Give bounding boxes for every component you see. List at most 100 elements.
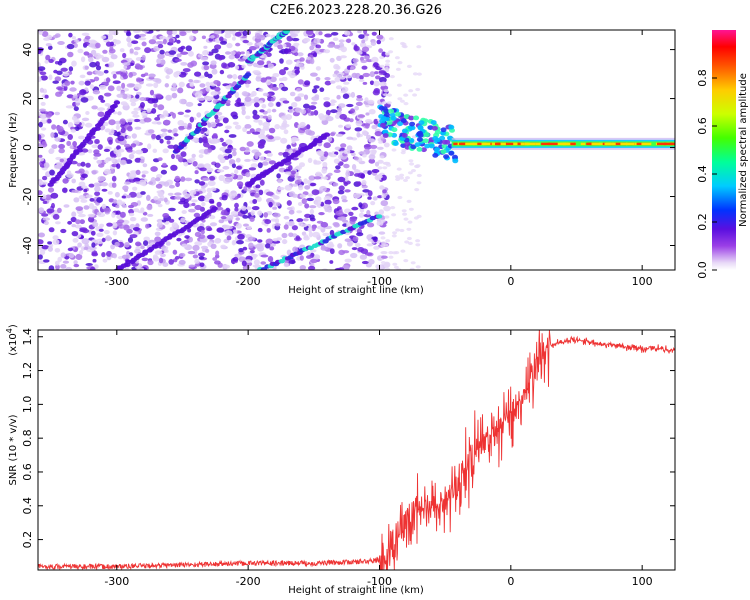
noise-blob <box>129 191 137 198</box>
noise-blob <box>91 242 96 248</box>
noise-blob <box>241 109 246 116</box>
noise-blob <box>360 59 368 64</box>
noise-blob <box>373 245 380 250</box>
noise-blob <box>141 30 150 33</box>
noise-blob <box>157 53 165 60</box>
noise-blob <box>303 218 309 222</box>
noise-blob <box>162 213 170 218</box>
noise-blob <box>83 51 90 56</box>
noise-blob <box>346 65 352 70</box>
noise-blob <box>288 209 295 215</box>
noise-blob <box>60 228 67 234</box>
noise-blob <box>411 169 416 173</box>
noise-blob <box>41 141 47 146</box>
noise-blob <box>104 158 109 164</box>
noise-blob <box>44 94 49 99</box>
noise-blob <box>310 72 318 77</box>
noise-blob <box>88 39 97 45</box>
noise-blob <box>81 185 88 189</box>
noise-blob <box>379 155 385 159</box>
noise-blob <box>38 154 43 158</box>
carrier-core <box>459 142 467 146</box>
noise-blob <box>295 235 301 241</box>
noise-blob <box>153 82 159 89</box>
noise-blob <box>264 158 272 162</box>
noise-blob <box>232 150 237 157</box>
noise-blob <box>80 97 89 103</box>
snr-series <box>38 330 675 570</box>
noise-blob <box>152 148 158 153</box>
noise-blob <box>179 31 187 37</box>
noise-blob <box>72 141 77 147</box>
noise-blob <box>119 48 125 53</box>
noise-blob <box>111 175 117 182</box>
noise-blob <box>207 180 216 186</box>
noise-blob <box>283 215 290 220</box>
noise-blob <box>132 227 140 231</box>
noise-blob <box>152 36 157 40</box>
noise-blob <box>174 255 180 260</box>
noise-blob <box>340 143 347 148</box>
noise-blob <box>377 195 383 199</box>
noise-blob <box>256 42 264 46</box>
noise-blob <box>305 129 312 136</box>
spectrogram-frame <box>37 29 676 271</box>
noise-blob <box>234 91 239 98</box>
noise-blob <box>252 62 258 68</box>
noise-blob <box>183 122 188 129</box>
noise-blob <box>214 260 221 265</box>
noise-blob <box>323 49 331 54</box>
noise-blob <box>384 73 391 78</box>
noise-blob <box>241 260 247 267</box>
noise-blob <box>394 56 400 60</box>
noise-blob <box>270 218 278 222</box>
noise-blob <box>107 191 113 195</box>
noise-blob <box>235 223 242 229</box>
snr-y-axis-label: SNR (10 * v/v) <box>8 414 19 485</box>
streak-blob <box>200 121 208 127</box>
noise-blob <box>293 51 299 57</box>
noise-blob <box>272 206 277 210</box>
noise-blob <box>117 135 125 142</box>
noise-blob <box>396 83 402 87</box>
noise-blob <box>76 162 82 167</box>
carrier-blob <box>391 127 398 133</box>
noise-blob <box>298 221 303 227</box>
noise-blob <box>168 38 174 43</box>
noise-blob <box>129 234 138 239</box>
noise-blob <box>112 39 118 44</box>
noise-blob <box>341 199 348 203</box>
noise-blob <box>294 179 301 185</box>
noise-blob <box>153 45 160 52</box>
carrier-blob <box>447 135 453 141</box>
noise-blob <box>352 62 358 66</box>
noise-blob <box>246 225 252 230</box>
noise-blob <box>91 144 98 149</box>
noise-blob <box>38 207 45 214</box>
noise-blob <box>376 221 381 226</box>
noise-blob <box>339 55 347 59</box>
noise-blob <box>307 157 313 163</box>
noise-blob <box>188 236 193 243</box>
noise-blob <box>176 237 182 242</box>
noise-blob <box>235 165 242 170</box>
noise-blob <box>231 239 236 246</box>
noise-blob <box>377 159 384 164</box>
noise-blob <box>91 170 97 175</box>
noise-blob <box>51 144 58 150</box>
noise-blob <box>376 146 384 150</box>
colorbar-tick-label: 0.2 <box>696 213 709 231</box>
noise-blob <box>323 142 331 149</box>
noise-blob <box>209 121 217 128</box>
noise-blob <box>78 135 85 140</box>
noise-blob <box>344 189 351 193</box>
noise-blob <box>70 128 77 133</box>
carrier-blob <box>388 108 395 114</box>
noise-blob <box>267 114 272 120</box>
noise-blob <box>338 103 346 108</box>
noise-blob <box>156 58 162 64</box>
noise-blob <box>124 188 128 192</box>
noise-blob <box>249 46 257 51</box>
noise-blob <box>248 242 254 249</box>
noise-blob <box>81 173 88 179</box>
